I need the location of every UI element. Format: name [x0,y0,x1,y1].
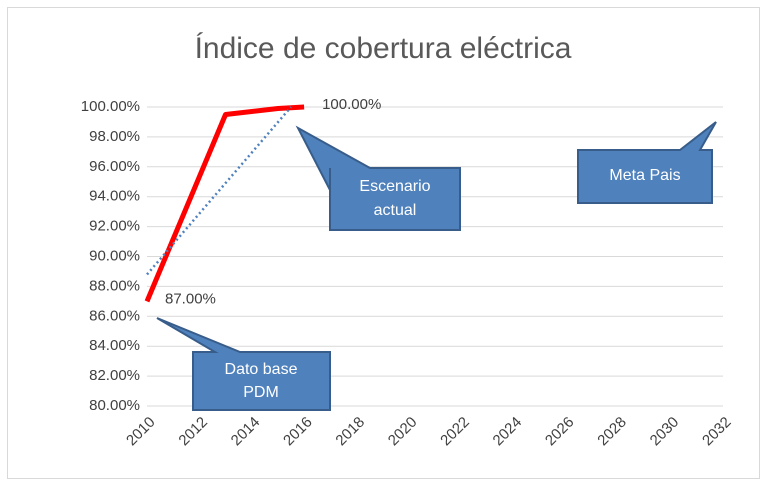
y-tick-label: 96.00% [89,158,140,175]
callout-text: actual [374,202,417,219]
series-line [146,106,292,276]
data-label: 87.00% [165,290,216,307]
callout [156,317,331,411]
y-tick-label: 90.00% [89,247,140,264]
y-tick-label: 80.00% [89,397,140,414]
callout-text: Meta Pais [609,167,680,184]
data-label: 100.00% [322,96,381,113]
y-tick-label: 100.00% [81,98,140,115]
chart-border [7,7,760,479]
callout-text: Escenario [359,178,430,195]
callout [577,121,717,204]
y-tick-label: 88.00% [89,277,140,294]
chart-title: Índice de cobertura eléctrica [195,32,572,65]
y-tick-label: 82.00% [89,367,140,384]
y-tick-label: 86.00% [89,307,140,324]
y-tick-label: 94.00% [89,188,140,205]
callout [295,125,461,231]
y-tick-label: 84.00% [89,337,140,354]
y-tick-label: 92.00% [89,218,140,235]
callout-text: PDM [243,384,279,401]
callout-text: Dato base [225,361,298,378]
y-tick-label: 98.00% [89,128,140,145]
